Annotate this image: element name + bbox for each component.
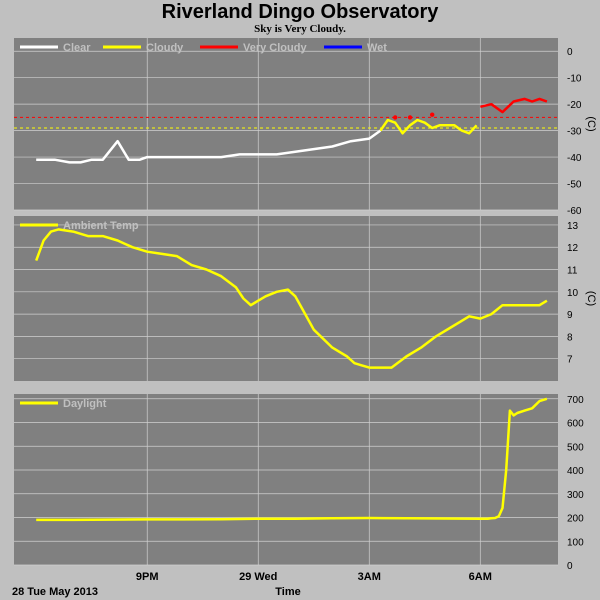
x-tick-label: 6AM	[469, 571, 492, 583]
daylight-y-tick-label: 500	[567, 442, 584, 453]
series-point-very-cloudy	[393, 115, 398, 120]
daylight-y-tick-label: 300	[567, 490, 584, 501]
series-line-cloudy	[379, 118, 478, 135]
chart-panels: 0 -10 -20 -30 -40 -50 -60 (C) Clear Cloudy Very Cl…	[14, 38, 597, 572]
daylight-y-tick-label: 0	[567, 561, 573, 572]
legend-label-wet: Wet	[367, 42, 387, 54]
ambient-y-tick-label: 12	[567, 243, 579, 254]
sky-y-tick-label: -30	[567, 127, 582, 138]
sky-unit-label: (C)	[585, 116, 597, 131]
footer-date: 28 Tue May 2013	[12, 586, 98, 598]
daylight-y-tick-label: 200	[567, 514, 584, 525]
series-line-clear	[36, 129, 382, 164]
series-line-very-cloudy	[480, 97, 548, 114]
legend-label-cloudy: Cloudy	[146, 42, 184, 54]
x-axis-label: Time	[275, 586, 300, 598]
chart-subtitle: Sky is Very Cloudy.	[254, 23, 346, 35]
sky-y-tick-label: -50	[567, 180, 582, 191]
legend-label-very-cloudy: Very Cloudy	[243, 42, 307, 54]
ambient-y-tick-label: 10	[567, 288, 579, 299]
daylight-plot-area	[14, 394, 558, 565]
ambient-unit-label: (C)	[585, 291, 597, 306]
sky-y-tick-label: 0	[567, 47, 573, 58]
sky-y-tick-label: -20	[567, 100, 582, 111]
ambient-y-tick-label: 9	[567, 310, 573, 321]
daylight-y-tick-label: 700	[567, 395, 584, 406]
legend-label-ambient-temp: Ambient Temp	[63, 220, 139, 232]
series-line-ambient-temp	[35, 228, 548, 369]
sky-panel: 0 -10 -20 -30 -40 -50 -60 (C) Clear Cloudy Very Cl…	[14, 38, 597, 217]
ambient-y-tick-label: 8	[567, 332, 573, 343]
x-tick-label: 29 Wed	[239, 571, 277, 583]
series-point-very-cloudy	[430, 112, 435, 117]
chart-title: Riverland Dingo Observatory	[161, 1, 439, 23]
daylight-panel: 700 600 500 400 300 200 100 0 Daylight	[14, 394, 584, 572]
series-point-very-cloudy	[407, 115, 413, 120]
ambient-plot-area	[14, 216, 558, 381]
series-line-daylight	[36, 397, 548, 522]
daylight-y-tick-label: 400	[567, 466, 584, 477]
legend-label-daylight: Daylight	[63, 398, 107, 410]
sky-y-tick-label: -10	[567, 74, 582, 85]
ambient-y-tick-label: 11	[567, 266, 578, 277]
x-axis: 9PM 29 Wed 3AM 6AM	[136, 571, 492, 583]
x-tick-label: 9PM	[136, 571, 159, 583]
sky-plot-area	[14, 38, 558, 210]
daylight-y-tick-label: 600	[567, 419, 584, 430]
ambient-y-tick-label: 7	[567, 355, 573, 366]
sky-y-tick-label: -40	[567, 153, 582, 164]
x-tick-label: 3AM	[358, 571, 381, 583]
sky-y-tick-label: -60	[567, 206, 582, 217]
daylight-y-tick-label: 100	[567, 537, 584, 548]
ambient-panel: 13 12 11 10 9 8 7 (C) Ambient Temp	[14, 216, 597, 381]
legend-label-clear: Clear	[63, 42, 91, 54]
ambient-y-tick-label: 13	[567, 221, 579, 232]
